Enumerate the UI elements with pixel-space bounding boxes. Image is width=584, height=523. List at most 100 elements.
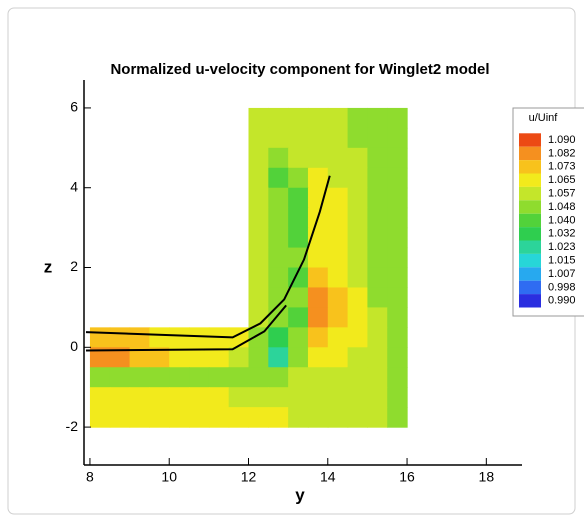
contour-cell — [288, 207, 309, 229]
contour-cell — [208, 367, 230, 388]
contour-cell — [129, 407, 151, 428]
contour-cell — [327, 167, 349, 189]
contour-cell — [347, 307, 369, 328]
contour-cell — [307, 387, 329, 408]
y-tick-label: 2 — [70, 258, 78, 274]
contour-cell — [129, 327, 151, 348]
contour-cell — [288, 287, 309, 309]
contour-cell — [387, 367, 408, 388]
contour-cell — [129, 387, 151, 408]
contour-cell — [347, 147, 369, 169]
contour-cell — [327, 207, 349, 229]
contour-cell — [268, 207, 289, 229]
legend-label: 1.065 — [548, 174, 576, 186]
contour-cell — [109, 347, 131, 368]
contour-cell — [327, 347, 349, 368]
x-tick-label: 8 — [86, 469, 94, 485]
contour-cell — [327, 267, 349, 289]
contour-cell — [367, 147, 388, 169]
y-axis-label: z — [44, 257, 53, 276]
contour-cell — [248, 187, 269, 209]
legend-swatch — [519, 294, 541, 308]
contour-cell — [347, 287, 369, 309]
contour-cell — [248, 227, 269, 249]
contour-cell — [387, 167, 408, 189]
contour-cell — [387, 227, 408, 249]
contour-cell — [248, 167, 269, 189]
contour-cell — [327, 287, 349, 309]
legend-label: 1.090 — [548, 134, 576, 146]
contour-cell — [268, 307, 289, 328]
contour-cell — [288, 347, 309, 368]
contour-cell — [347, 207, 369, 229]
contour-cell — [387, 207, 408, 229]
contour-cell — [268, 267, 289, 289]
winglet-line — [85, 175, 331, 339]
contour-cell — [268, 327, 289, 348]
contour-cell — [327, 127, 349, 149]
contour-cell — [347, 387, 369, 408]
legend-swatch — [519, 280, 541, 295]
legend-swatch — [519, 173, 541, 187]
contour-cell — [347, 187, 369, 209]
contour-cell — [288, 127, 309, 149]
contour-cell — [248, 347, 269, 368]
contour-cell — [129, 347, 151, 368]
contour-cell — [109, 387, 131, 408]
x-tick-label: 16 — [399, 469, 415, 485]
contour-cell — [367, 327, 388, 348]
winglet-line — [85, 304, 287, 352]
contour-cell — [367, 347, 388, 368]
contour-cell — [248, 307, 269, 328]
contour-cell — [347, 167, 369, 189]
contour-cell — [307, 327, 329, 348]
contour-cell — [307, 147, 329, 169]
chart-title: Normalized u-velocity component for Wing… — [110, 61, 489, 78]
contour-cell — [367, 167, 388, 189]
legend-swatch — [519, 253, 541, 268]
contour-cell — [268, 167, 289, 189]
contour-cell — [248, 387, 269, 408]
legend-label: 1.073 — [548, 161, 576, 173]
contour-cell — [288, 167, 309, 189]
contour-cell — [387, 347, 408, 368]
contour-cell — [248, 407, 269, 428]
contour-cell — [367, 107, 388, 129]
contour-cell — [248, 207, 269, 229]
contour-cell — [387, 407, 408, 428]
contour-cell — [367, 367, 388, 388]
legend-swatch — [519, 213, 541, 228]
contour-cell — [288, 387, 309, 408]
legend-swatch — [519, 146, 541, 161]
contour-cell — [327, 307, 349, 328]
contour-cell — [248, 107, 269, 129]
contour-cell — [387, 247, 408, 269]
contour-cell — [189, 327, 210, 348]
contour-cell — [327, 147, 349, 169]
contour-cell — [288, 147, 309, 169]
contour-cell — [268, 387, 289, 408]
contour-cell — [268, 127, 289, 149]
contour-cell — [367, 407, 388, 428]
contour-cell — [228, 387, 250, 408]
contour-cell — [288, 227, 309, 249]
contour-cell — [149, 387, 170, 408]
legend-label: 0.990 — [548, 295, 576, 307]
y-tick-label: 0 — [70, 338, 78, 354]
legend-label: 1.015 — [548, 255, 576, 267]
contour-cell — [109, 367, 131, 388]
contour-cell — [327, 327, 349, 348]
contour-cell — [347, 227, 369, 249]
legend-swatch — [519, 133, 541, 147]
contour-cell — [268, 247, 289, 269]
contour-cell — [327, 107, 349, 129]
contour-cell — [189, 367, 210, 388]
contour-cell — [387, 147, 408, 169]
contour-cell — [367, 267, 388, 289]
legend-swatch — [519, 267, 541, 281]
contour-cell — [109, 407, 131, 428]
legend-swatch — [519, 200, 541, 214]
contour-cell — [347, 407, 369, 428]
